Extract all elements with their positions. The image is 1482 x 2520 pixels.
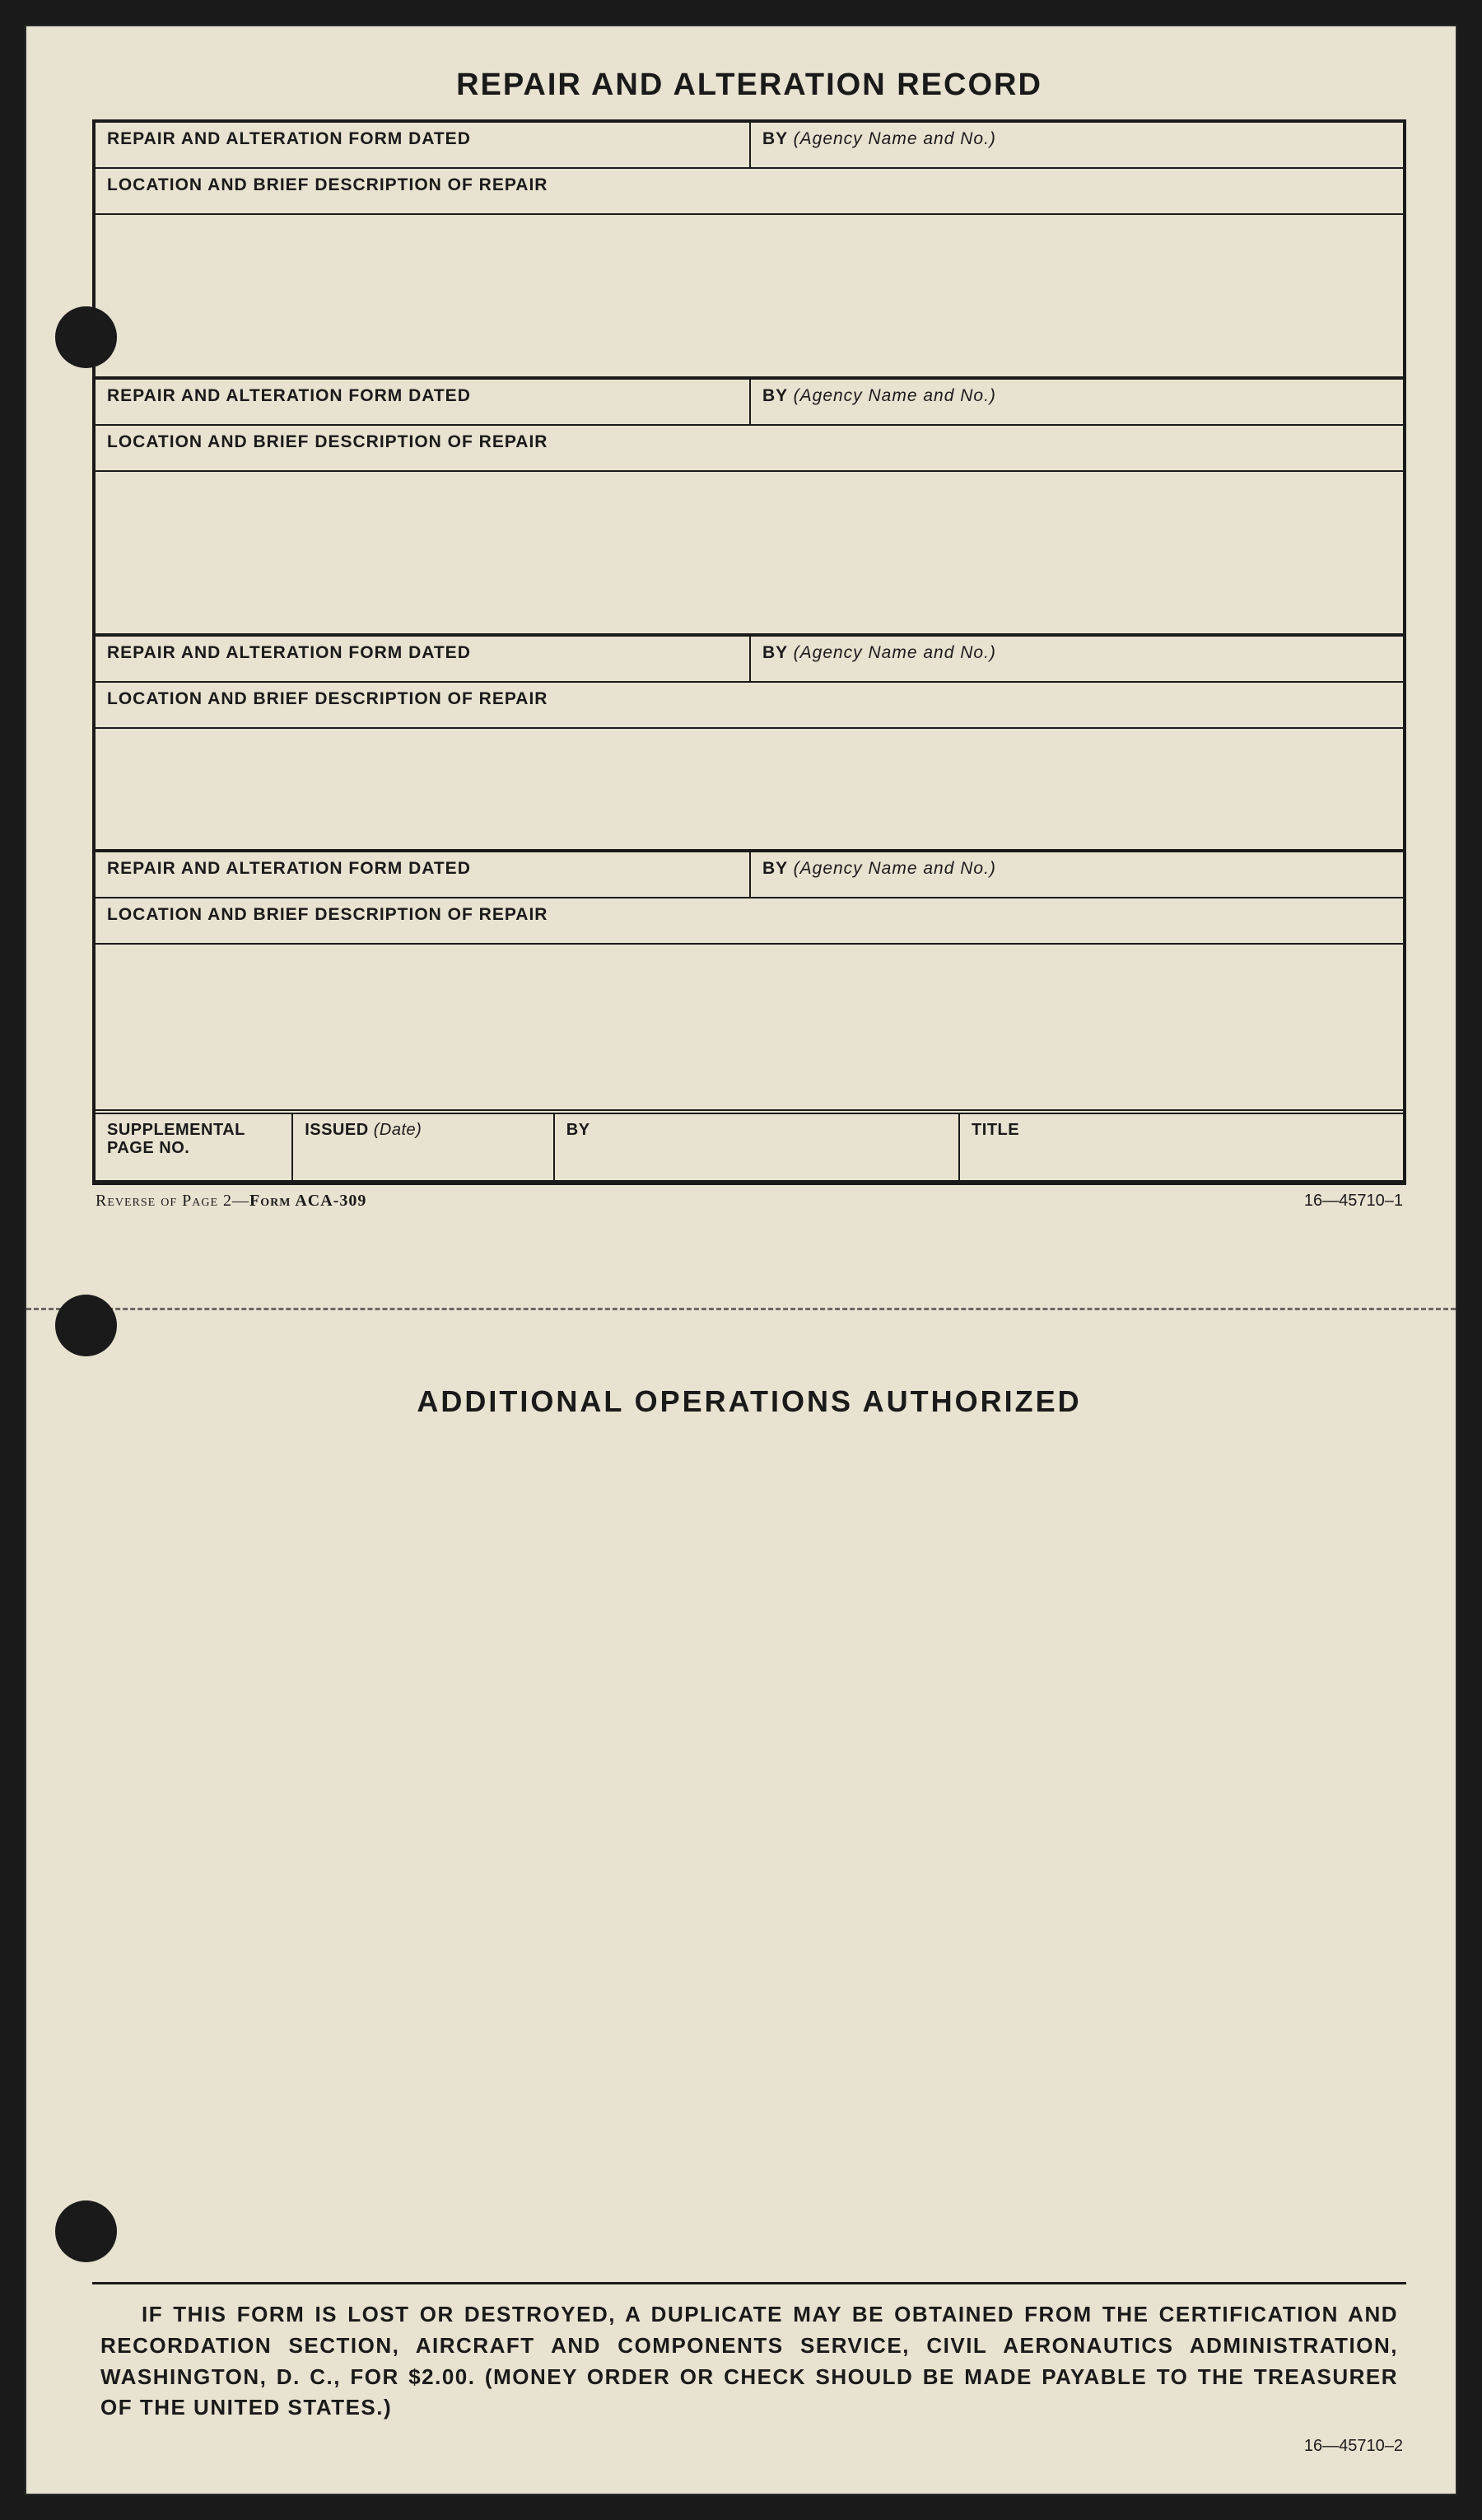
repair-desc-area: [96, 472, 1403, 637]
reverse-page-note: Reverse of Page 2—Form ACA-309: [96, 1192, 366, 1211]
repair-desc-field: [96, 472, 1403, 633]
by-agency-label: BY (Agency Name and No.): [749, 852, 1403, 897]
issued-label: ISSUED (Date): [291, 1114, 553, 1180]
form-dated-label: REPAIR AND ALTERATION FORM DATED: [96, 852, 749, 897]
location-desc-label: LOCATION AND BRIEF DESCRIPTION OF REPAIR: [96, 426, 1403, 470]
repair-desc-area: [96, 215, 1403, 380]
location-desc-header: LOCATION AND BRIEF DESCRIPTION OF REPAIR: [96, 898, 1403, 945]
by-label: BY: [553, 1114, 958, 1180]
bottom-section: IF THIS FORM IS LOST OR DESTROYED, A DUP…: [92, 2282, 1406, 2461]
title-label: TITLE: [958, 1114, 1403, 1180]
page-title-mid: ADDITIONAL OPERATIONS AUTHORIZED: [92, 1384, 1406, 1419]
repair-desc-area: [96, 729, 1403, 852]
repair-block-header: REPAIR AND ALTERATION FORM DATED BY (Age…: [96, 123, 1403, 169]
form-dated-label: REPAIR AND ALTERATION FORM DATED: [96, 637, 749, 681]
repair-block-header: REPAIR AND ALTERATION FORM DATED BY (Age…: [96, 380, 1403, 426]
location-desc-header: LOCATION AND BRIEF DESCRIPTION OF REPAIR: [96, 683, 1403, 729]
repair-desc-area: [96, 945, 1403, 1109]
by-agency-label: BY (Agency Name and No.): [749, 380, 1403, 424]
supplemental-row: SUPPLEMENTAL PAGE NO. ISSUED (Date) BY T…: [96, 1114, 1403, 1180]
repair-desc-field: [96, 215, 1403, 376]
punch-hole: [55, 1295, 117, 1356]
punch-hole: [55, 2200, 117, 2262]
perforation-line: [26, 1308, 1456, 1310]
repair-desc-field: [96, 945, 1403, 1109]
form-dated-label: REPAIR AND ALTERATION FORM DATED: [96, 380, 749, 424]
disclaimer-text: IF THIS FORM IS LOST OR DESTROYED, A DUP…: [92, 2282, 1406, 2432]
location-desc-header: LOCATION AND BRIEF DESCRIPTION OF REPAIR: [96, 426, 1403, 472]
by-agency-label: BY (Agency Name and No.): [749, 637, 1403, 681]
location-desc-label: LOCATION AND BRIEF DESCRIPTION OF REPAIR: [96, 169, 1403, 213]
punch-hole: [55, 306, 117, 368]
repair-block-header: REPAIR AND ALTERATION FORM DATED BY (Age…: [96, 637, 1403, 683]
document-page: REPAIR AND ALTERATION RECORD REPAIR AND …: [25, 25, 1457, 2495]
form-footer-1: Reverse of Page 2—Form ACA-309 16—45710–…: [92, 1185, 1406, 1217]
repair-record-table: REPAIR AND ALTERATION FORM DATED BY (Age…: [92, 119, 1406, 1185]
location-desc-label: LOCATION AND BRIEF DESCRIPTION OF REPAIR: [96, 898, 1403, 943]
repair-desc-field: [96, 729, 1403, 849]
by-agency-label: BY (Agency Name and No.): [749, 123, 1403, 167]
page-title-top: REPAIR AND ALTERATION RECORD: [92, 68, 1406, 103]
location-desc-label: LOCATION AND BRIEF DESCRIPTION OF REPAIR: [96, 683, 1403, 727]
location-desc-header: LOCATION AND BRIEF DESCRIPTION OF REPAIR: [96, 169, 1403, 215]
form-code-2: 16—45710–2: [92, 2432, 1406, 2461]
form-code-1: 16—45710–1: [1304, 1192, 1403, 1211]
supp-page-label: SUPPLEMENTAL PAGE NO.: [96, 1114, 291, 1180]
repair-block-header: REPAIR AND ALTERATION FORM DATED BY (Age…: [96, 852, 1403, 898]
form-dated-label: REPAIR AND ALTERATION FORM DATED: [96, 123, 749, 167]
